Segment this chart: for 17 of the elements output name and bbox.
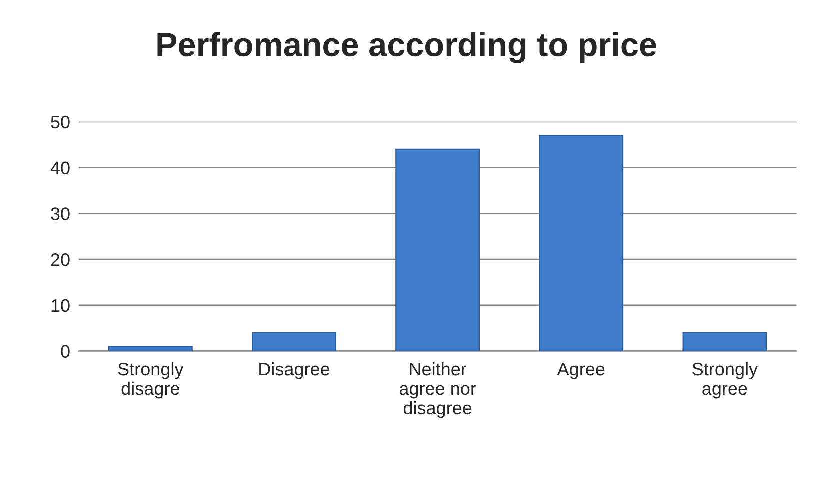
bar (252, 332, 336, 352)
y-tick-label: 0 (61, 345, 70, 358)
x-tick-label: Strongly agree (692, 362, 758, 399)
y-tick-label: 30 (51, 208, 70, 220)
x-tick-label: Disagree (260, 362, 330, 380)
chart-title: Perfromance according to price (158, 32, 656, 64)
y-tick-label: 50 (51, 116, 70, 129)
bar (539, 135, 624, 352)
x-tick-label: Neither agree nor disagree (400, 362, 476, 418)
y-tick-label: 20 (51, 253, 70, 266)
y-tick-label: 10 (52, 299, 70, 312)
y-tick-label: 40 (50, 162, 70, 174)
bar (682, 332, 768, 352)
x-tick-label: Agree (557, 363, 605, 380)
bar (396, 148, 480, 352)
bar (108, 346, 193, 352)
x-tick-label: Strongly disagre (118, 362, 184, 399)
